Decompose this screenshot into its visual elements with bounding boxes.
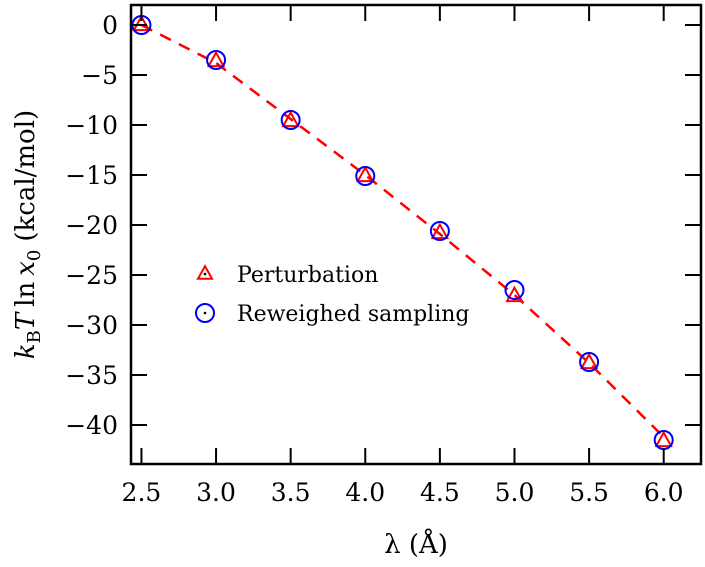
legend-marker-dot xyxy=(203,311,207,315)
reweighed-sampling-point xyxy=(206,50,227,70)
y-label-ln: ln xyxy=(11,282,41,307)
perturbation-point xyxy=(430,222,450,240)
y-tick-label: −5 xyxy=(81,61,118,90)
reweighed-sampling-point xyxy=(504,280,525,300)
x-tick-label: 4.0 xyxy=(345,478,385,507)
perturbation-point xyxy=(281,110,300,128)
fit-line xyxy=(140,23,665,438)
y-label-sub-b: B xyxy=(24,330,45,343)
reweighed-sampling-point xyxy=(355,166,376,186)
perturbation-point xyxy=(654,430,673,448)
reweighed-sampling-point xyxy=(579,352,600,372)
x-tick-label: 5.0 xyxy=(495,478,535,507)
perturbation-point xyxy=(505,285,524,303)
y-axis: 0 −5 −10 −15 −20 −25 −30 −35 −40 xyxy=(65,11,701,440)
y-tick-label: −15 xyxy=(65,161,118,190)
perturbation-point xyxy=(356,165,375,183)
perturbation-point xyxy=(579,352,599,370)
x-tick-label: 6.0 xyxy=(644,478,684,507)
x-tick-label: 3.5 xyxy=(271,478,311,507)
legend-label: Reweighed sampling xyxy=(237,302,470,327)
plot-area xyxy=(131,14,674,450)
y-tick-label: −40 xyxy=(65,411,118,440)
y-label-x: x xyxy=(11,261,41,276)
legend-triangle-icon xyxy=(196,264,214,280)
x-tick-label: 3.0 xyxy=(196,478,236,507)
x-tick-label: 2.5 xyxy=(122,478,162,507)
legend-marker-dot xyxy=(203,272,207,276)
y-tick-label: −10 xyxy=(65,111,118,140)
x-axis-label: λ (Å) xyxy=(384,528,448,560)
x-tick-label: 4.5 xyxy=(420,478,460,507)
y-tick-label: −25 xyxy=(65,261,118,290)
legend: Perturbation Reweighed sampling xyxy=(195,263,470,327)
y-axis-label: kBTln x0 (kcal/mol) xyxy=(11,110,45,359)
x-tick-label: 5.5 xyxy=(569,478,609,507)
y-tick-label: −30 xyxy=(65,311,118,340)
y-tick-label: 0 xyxy=(102,11,118,40)
x-axis: 2.5 3.0 3.5 4.0 4.5 5.0 5.5 6.0 xyxy=(122,5,684,507)
y-label-unit: (kcal/mol) xyxy=(11,110,41,242)
y-label-sub-0: 0 xyxy=(24,250,45,261)
perturbation-point xyxy=(132,14,151,32)
y-tick-label: −20 xyxy=(65,211,118,240)
y-label-k: k xyxy=(11,343,41,359)
perturbation-point xyxy=(206,50,226,68)
plot-frame xyxy=(129,3,703,466)
reweighed-sampling-point xyxy=(280,110,301,130)
reweighed-sampling-point xyxy=(429,221,450,241)
y-tick-label: −35 xyxy=(65,361,118,390)
legend-label: Perturbation xyxy=(237,263,378,288)
y-label-t: T xyxy=(11,311,41,330)
legend-circle-icon xyxy=(195,303,215,323)
